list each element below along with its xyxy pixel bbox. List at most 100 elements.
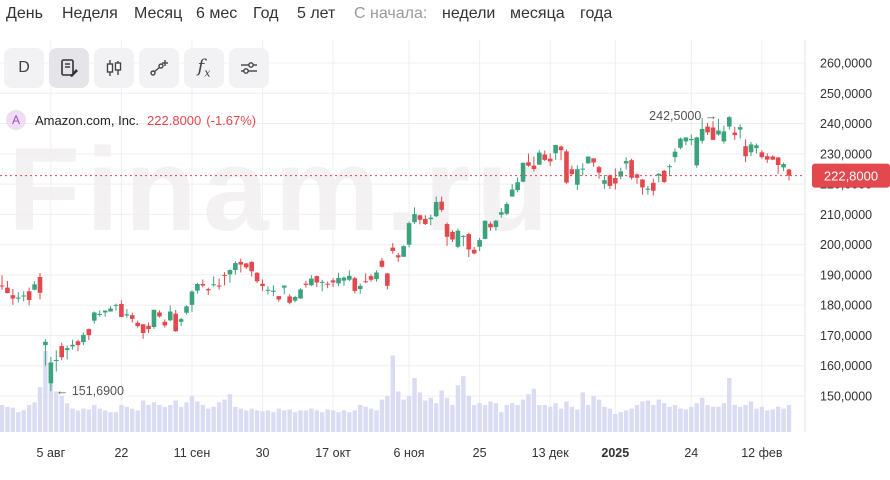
candle-body (157, 312, 162, 317)
volume-bar (472, 405, 477, 432)
candle-body (211, 284, 216, 286)
y-tick-label: 260,0000 (820, 57, 872, 71)
candle-body (233, 263, 238, 271)
candle-body (640, 179, 645, 188)
candle-body (64, 348, 70, 350)
candle-body (477, 240, 482, 247)
volume-bar (553, 403, 558, 432)
candle-body (222, 274, 227, 276)
volume-bar (488, 401, 493, 432)
candle-body (243, 263, 249, 268)
volume-bar (390, 355, 395, 432)
candle-body (401, 246, 406, 257)
volume-bar (406, 396, 412, 432)
volume-bar (119, 405, 124, 432)
candle-body (439, 201, 444, 210)
volume-bar (271, 412, 276, 432)
candle-body (260, 283, 265, 287)
candle-body (678, 138, 683, 148)
volume-bar (645, 400, 651, 432)
candles-tool[interactable] (94, 48, 134, 88)
volume-bar (200, 405, 206, 432)
period-week[interactable]: Неделя (62, 5, 118, 22)
period-6-months[interactable]: 6 мес (196, 5, 238, 22)
candle-body (48, 362, 54, 384)
volume-bar (379, 399, 385, 432)
candle-body (325, 283, 330, 285)
candle-body (21, 295, 27, 297)
volume-bar (92, 405, 97, 432)
volume-bar (569, 406, 575, 432)
y-tick-label: 210,0000 (820, 208, 872, 222)
volume-bar (482, 405, 488, 432)
volume-bar (661, 403, 667, 432)
candle-body (287, 296, 292, 303)
candle-body (694, 137, 700, 166)
since-week[interactable]: недели (442, 5, 496, 22)
trendline-add-icon (150, 60, 168, 76)
volume-bar (396, 391, 401, 432)
candle-body (488, 223, 493, 228)
since-year[interactable]: года (580, 5, 613, 22)
candle-body (43, 341, 48, 346)
volume-bar (520, 399, 526, 432)
settings-tool[interactable] (229, 48, 269, 88)
since-month[interactable]: месяца (510, 5, 565, 22)
candle-body (629, 160, 634, 178)
volume-bar (358, 405, 363, 432)
candle-body (357, 285, 363, 290)
candle-body (53, 359, 59, 361)
candle-body (276, 296, 282, 300)
candle-body (732, 132, 738, 136)
volume-bar (401, 399, 406, 432)
x-axis: 5 авг 22 11 сен 30 17 окт 6 ноя 25 13 дек 2025 24… (37, 446, 783, 460)
candle-body (75, 341, 81, 346)
volume-bar (678, 408, 683, 432)
period-5-years[interactable]: 5 лет (297, 5, 336, 22)
candle-body (205, 289, 211, 291)
candle-body (471, 249, 477, 254)
instrument-name[interactable]: Amazon.com, Inc. (35, 112, 140, 128)
y-tick-label: 160,0000 (820, 359, 872, 373)
candle-body (113, 304, 119, 306)
indicators-tool[interactable]: fx (184, 48, 224, 88)
volume-bar (466, 396, 471, 432)
candle-body (102, 310, 108, 313)
period-year[interactable]: Год (253, 5, 279, 22)
volume-bar (320, 412, 325, 432)
volume-bar (640, 401, 645, 432)
candle-body (428, 217, 434, 220)
volume-bar (596, 399, 602, 432)
volume-bar (455, 385, 461, 432)
candle-body (167, 311, 173, 321)
candle-body (184, 306, 189, 313)
volume-bar (222, 399, 227, 432)
candle-body (526, 162, 531, 166)
candle-body (520, 162, 526, 182)
since-label: С начала: (354, 5, 428, 22)
candle-body (705, 126, 710, 133)
volume-bar (59, 396, 64, 432)
volume-bar (16, 412, 21, 432)
candle-body (151, 309, 157, 327)
d-button[interactable]: D (4, 48, 44, 88)
volume-bar (542, 405, 547, 432)
candle-body (292, 297, 298, 301)
candle-body (575, 169, 580, 185)
x-tick-label: 5 авг (37, 446, 66, 460)
volume-bar (743, 405, 748, 432)
volume-bar (249, 408, 254, 432)
candle-body (330, 280, 336, 283)
candle-body (368, 276, 374, 280)
drawings-tool[interactable] (49, 48, 89, 88)
period-month[interactable]: Месяц (134, 5, 183, 22)
volume-bar (547, 406, 553, 432)
volume-bar (336, 412, 341, 432)
candle-body (743, 146, 748, 157)
candle-body (412, 214, 417, 223)
period-day[interactable]: День (6, 5, 43, 22)
volume-bar (146, 405, 151, 432)
trendline-tool[interactable] (139, 48, 179, 88)
candle-body (162, 321, 168, 326)
